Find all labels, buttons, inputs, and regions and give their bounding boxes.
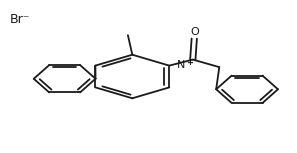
Text: O: O	[190, 27, 199, 37]
Text: N: N	[177, 60, 185, 70]
Text: Br⁻: Br⁻	[10, 13, 31, 26]
Text: +: +	[186, 58, 193, 67]
